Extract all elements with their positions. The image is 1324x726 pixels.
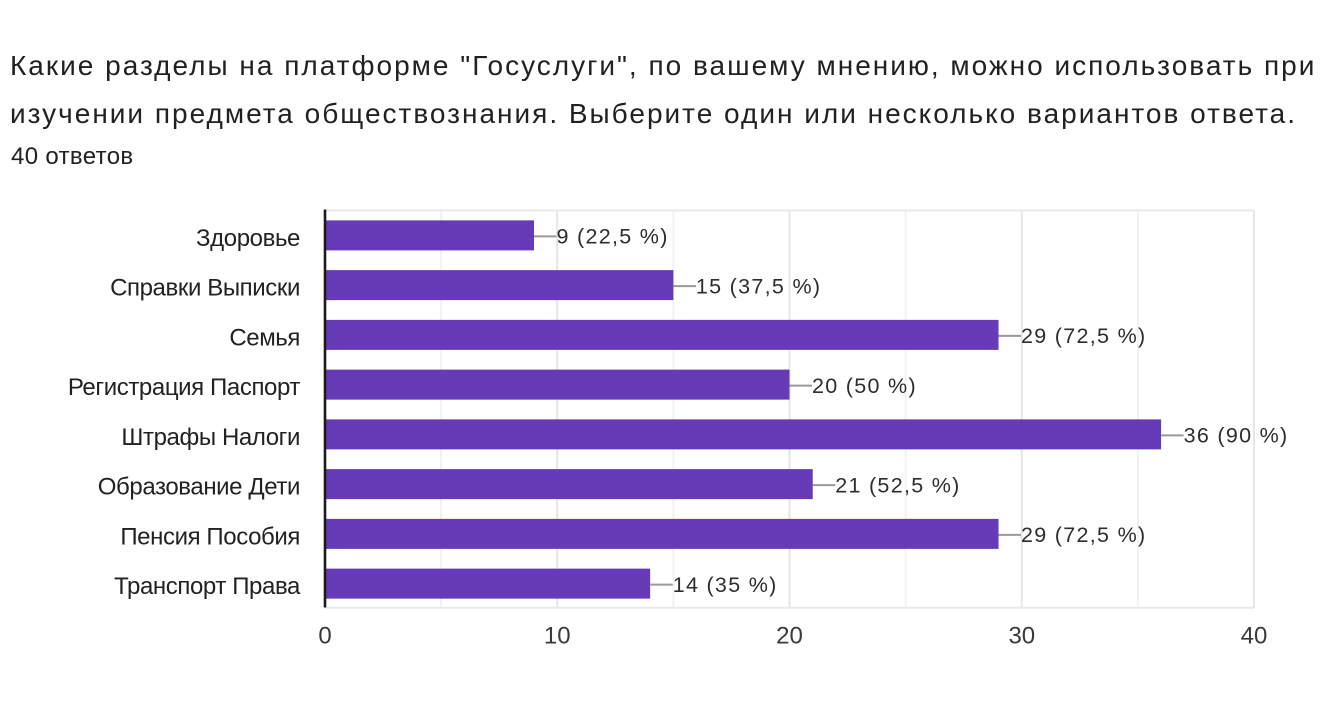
svg-text:14 (35 %): 14 (35 %) [673, 573, 778, 597]
svg-text:36 (90 %): 36 (90 %) [1184, 424, 1289, 448]
svg-text:Регистрация Паспорт: Регистрация Паспорт [68, 374, 301, 401]
svg-text:20 (50 %): 20 (50 %) [812, 374, 917, 398]
svg-text:Справки Выписки: Справки Выписки [110, 275, 300, 302]
svg-text:29 (72,5 %): 29 (72,5 %) [1021, 523, 1146, 547]
svg-text:Образование Дети: Образование Дети [98, 474, 300, 501]
svg-text:30: 30 [1008, 623, 1035, 650]
svg-text:Здоровье: Здоровье [196, 225, 300, 252]
svg-text:10: 10 [544, 623, 571, 650]
svg-text:Семья: Семья [229, 324, 300, 351]
svg-text:40: 40 [1241, 623, 1268, 650]
svg-text:Штрафы Налоги: Штрафы Налоги [121, 424, 300, 451]
svg-text:15 (37,5 %): 15 (37,5 %) [696, 274, 821, 298]
svg-text:9 (22,5 %): 9 (22,5 %) [557, 225, 669, 249]
svg-text:29 (72,5 %): 29 (72,5 %) [1021, 324, 1146, 348]
svg-text:21 (52,5 %): 21 (52,5 %) [835, 473, 960, 497]
svg-text:0: 0 [318, 623, 331, 650]
svg-text:Транспорт Права: Транспорт Права [114, 573, 301, 600]
svg-text:20: 20 [776, 623, 803, 650]
svg-text:Пенсия Пособия: Пенсия Пособия [120, 523, 300, 550]
